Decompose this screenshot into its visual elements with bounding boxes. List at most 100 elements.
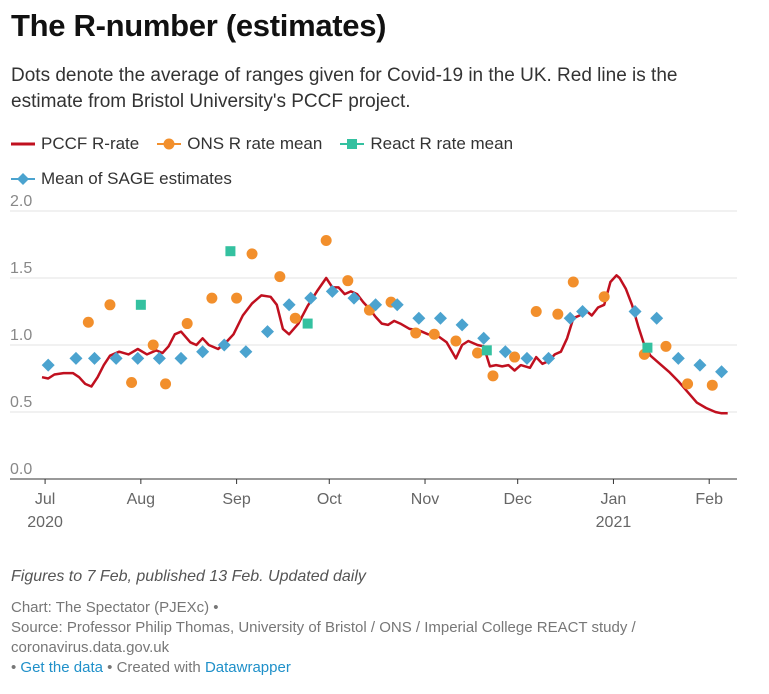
sage-point	[260, 325, 274, 339]
gridlines	[10, 210, 737, 480]
y-axis-ticks: 0.0 0.5 1.0 1.5 2.0	[10, 195, 32, 478]
sage-point	[239, 345, 253, 359]
sage-point	[196, 345, 210, 359]
ons-point	[487, 370, 499, 382]
created-with-text: • Created with	[102, 659, 205, 676]
footer-links: • Get the data • Created with Datawrappe…	[11, 658, 751, 678]
ons-point	[682, 378, 694, 390]
ons-point	[181, 318, 193, 330]
sage-point	[69, 351, 83, 365]
sage-point	[650, 311, 664, 325]
x-tick-year-label: 2021	[596, 514, 632, 531]
sage-point	[152, 351, 166, 365]
data-marks	[41, 234, 729, 415]
ons-point	[530, 306, 542, 317]
y-tick-label: 1.0	[10, 327, 32, 344]
legend-label-ons: ONS R rate mean	[187, 134, 323, 153]
ons-point	[660, 340, 672, 352]
ons-point	[104, 299, 116, 311]
sage-point	[455, 318, 469, 332]
legend-label-pccf: PCCF R-rate	[41, 134, 140, 153]
legend-square-swatch	[340, 139, 365, 149]
sage-point	[174, 351, 188, 365]
ons-point	[82, 316, 94, 328]
legend-item-react: React R rate mean	[340, 134, 513, 154]
x-tick-label: Dec	[503, 491, 531, 508]
ons-point	[509, 351, 521, 363]
legend-circle-swatch	[157, 138, 182, 150]
ons-point	[206, 292, 218, 304]
ons-point	[160, 378, 172, 390]
react-point	[225, 246, 236, 257]
ons-point	[472, 347, 484, 359]
react-point	[481, 345, 492, 356]
sage-point	[282, 298, 296, 312]
sage-point	[628, 305, 642, 318]
x-tick-label: Aug	[127, 491, 155, 508]
chart-credit: Chart: The Spectator (PJEXc) •	[11, 599, 219, 616]
ons-point	[598, 291, 610, 303]
x-axis-ticks: Jul 2020 Aug Sep Oct Nov Dec Jan 2021 Feb	[27, 479, 723, 531]
sage-point	[542, 351, 556, 365]
ons-point	[274, 271, 286, 283]
line-chart: 0.0 0.5 1.0 1.5 2.0 Jul 2020 Aug Sep Oct Nov Dec Ja…	[10, 195, 737, 531]
sage-point	[693, 358, 707, 372]
sage-point	[563, 311, 577, 325]
sage-point	[304, 291, 318, 305]
legend-item-ons: ONS R rate mean	[157, 134, 322, 154]
legend-item-sage: Mean of SAGE estimates	[11, 169, 232, 189]
ons-point	[410, 327, 422, 339]
legend-label-sage: Mean of SAGE estimates	[41, 169, 232, 188]
sage-point	[576, 305, 590, 318]
react-point	[135, 299, 146, 310]
x-tick-year-label: 2020	[27, 514, 63, 531]
sage-point	[433, 311, 447, 325]
x-tick-label: Jan	[601, 491, 627, 508]
sage-point	[131, 351, 145, 365]
sage-point	[109, 351, 123, 365]
ons-point	[706, 379, 718, 391]
ons-point	[552, 308, 564, 320]
legend: PCCF R-rate ONS R rate mean React R rate…	[11, 131, 751, 201]
datawrapper-link[interactable]: Datawrapper	[204, 659, 291, 676]
react-point	[302, 318, 313, 329]
legend-label-react: React R rate mean	[370, 134, 514, 153]
ons-point	[126, 377, 138, 389]
sage-point	[412, 311, 426, 325]
x-tick-label: Sep	[222, 491, 251, 508]
ons-point	[428, 328, 440, 340]
sage-point	[41, 358, 55, 372]
legend-item-pccf: PCCF R-rate	[11, 134, 139, 154]
footer-bullet: •	[11, 659, 21, 676]
y-tick-label: 0.5	[10, 394, 32, 411]
pccf-line	[41, 274, 728, 415]
chart-notes: Figures to 7 Feb, published 13 Feb. Upda…	[11, 568, 366, 585]
x-tick-label: Oct	[317, 491, 342, 508]
sage-point	[347, 291, 361, 305]
y-tick-label: 2.0	[10, 195, 32, 210]
sage-point	[325, 284, 339, 298]
ons-point	[147, 339, 159, 351]
legend-line-swatch	[11, 142, 35, 146]
source-text: Source: Professor Philip Thomas, Univers…	[11, 619, 636, 656]
chart-title: The R-number (estimates)	[11, 8, 387, 43]
sage-point	[498, 345, 512, 359]
x-tick-label: Feb	[695, 491, 723, 508]
ons-point	[342, 275, 354, 287]
legend-diamond-swatch	[11, 173, 35, 185]
react-point	[642, 342, 653, 353]
get-the-data-link[interactable]: Get the data	[20, 659, 103, 676]
ons-point	[320, 234, 332, 246]
chart-subtitle: Dots denote the average of ranges given …	[11, 65, 678, 112]
y-tick-label: 1.5	[10, 260, 32, 277]
x-tick-label: Jul	[35, 491, 55, 508]
ons-point	[289, 312, 301, 324]
x-tick-label: Nov	[411, 491, 439, 508]
ons-point	[231, 292, 243, 304]
y-tick-label: 0.0	[10, 461, 32, 478]
ons-point	[246, 248, 258, 260]
sage-point	[88, 351, 102, 365]
sage-point	[671, 351, 685, 365]
ons-point	[450, 335, 462, 347]
ons-point	[567, 276, 579, 288]
